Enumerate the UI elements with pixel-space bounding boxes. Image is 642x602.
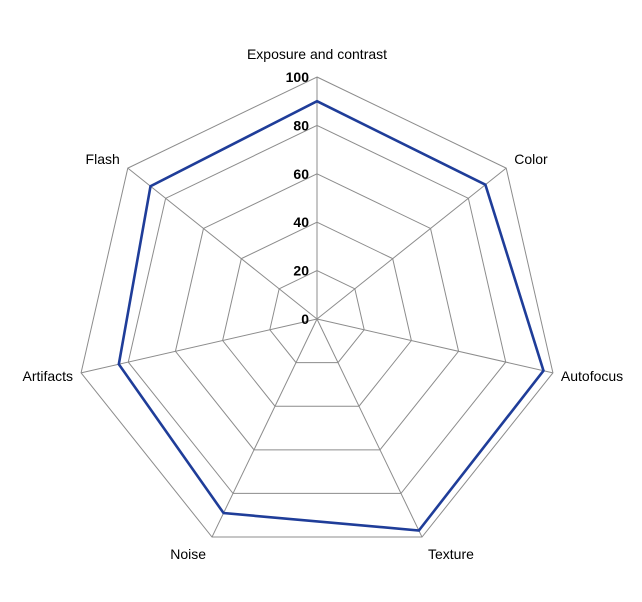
category-labels: Exposure and contrast Color Autofocus Textu… [22,46,623,562]
tick-label: 60 [293,166,309,182]
tick-label: 80 [293,117,309,133]
tick-label: 0 [301,311,309,327]
radar-grid [80,76,554,538]
spoke-line [316,167,507,320]
series-line [117,99,545,532]
gridline-ring [222,221,412,407]
spoke-line [211,318,318,538]
tick-label: 20 [293,263,309,279]
category-label: Flash [86,151,120,167]
category-label: Color [514,151,548,167]
category-label: Noise [170,546,206,562]
category-label: Autofocus [561,368,623,384]
tick-label: 100 [286,69,310,85]
category-label: Exposure and contrast [247,46,387,62]
category-label: Artifacts [22,368,73,384]
spoke-line [316,318,554,374]
category-label: Texture [428,546,474,562]
spoke-line [127,167,318,320]
spoke-line [80,318,318,374]
gridline-ring [80,76,554,538]
gridline-ring [174,173,460,451]
gridline-ring [269,270,365,364]
tick-label: 40 [293,214,309,230]
radar-spokes [80,77,554,538]
radial-tick-labels: 0 20 40 60 80 100 [286,69,310,327]
spoke-line [316,318,423,538]
gridline-ring [127,124,507,494]
radar-series [117,99,545,532]
